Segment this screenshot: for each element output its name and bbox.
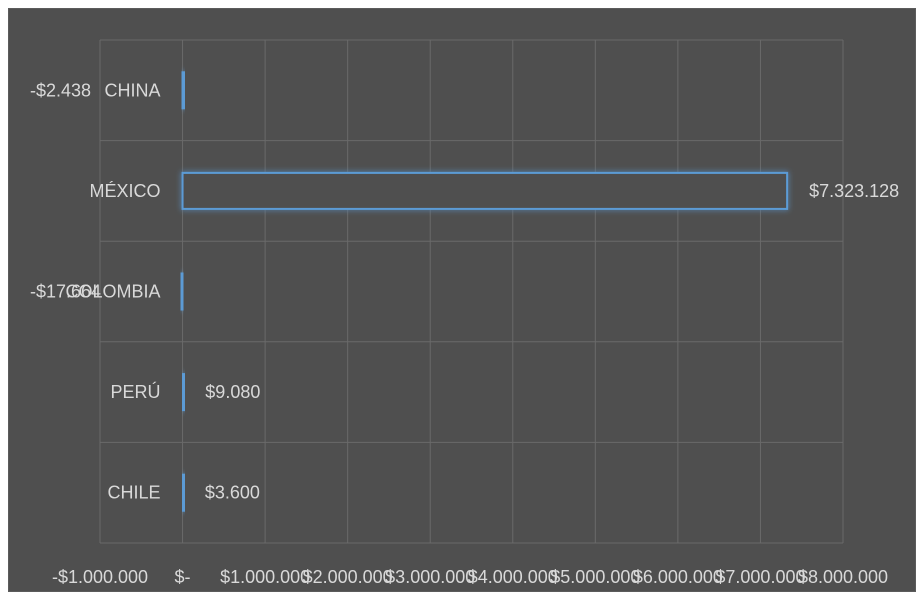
x-tick-label: $3.000.000 <box>385 567 475 587</box>
category-label: COLOMBIA <box>66 282 161 302</box>
data-label: $7.323.128 <box>809 181 899 201</box>
gridlines <box>99 39 844 544</box>
bars <box>180 71 789 512</box>
x-tick-label: $4.000.000 <box>468 567 558 587</box>
bar <box>181 473 186 512</box>
data-label: -$17.664 <box>30 282 101 302</box>
x-tick-label: $- <box>175 567 191 587</box>
category-label: MÉXICO <box>90 181 161 201</box>
x-tick-label: $8.000.000 <box>798 567 888 587</box>
data-label: $9.080 <box>205 382 260 402</box>
data-label: -$2.438 <box>30 80 91 100</box>
x-tick-label: $7.000.000 <box>715 567 805 587</box>
data-label: $3.600 <box>205 483 260 503</box>
category-label: PERÚ <box>111 381 161 402</box>
x-tick-label: $5.000.000 <box>550 567 640 587</box>
x-tick-label: $6.000.000 <box>633 567 723 587</box>
bar <box>181 373 186 412</box>
x-tick-label: $1.000.000 <box>220 567 310 587</box>
bar <box>181 71 186 110</box>
chart-area <box>8 8 916 592</box>
labels: -$1.000.000 $- $1.000.000$2.000.000$3.000.… <box>30 80 899 587</box>
bar <box>180 272 185 311</box>
category-label: CHINA <box>105 80 161 100</box>
bar <box>181 171 789 210</box>
x-tick-label: $2.000.000 <box>303 567 393 587</box>
x-tick-label: -$1.000.000 <box>52 567 148 587</box>
category-label: CHILE <box>108 483 161 503</box>
